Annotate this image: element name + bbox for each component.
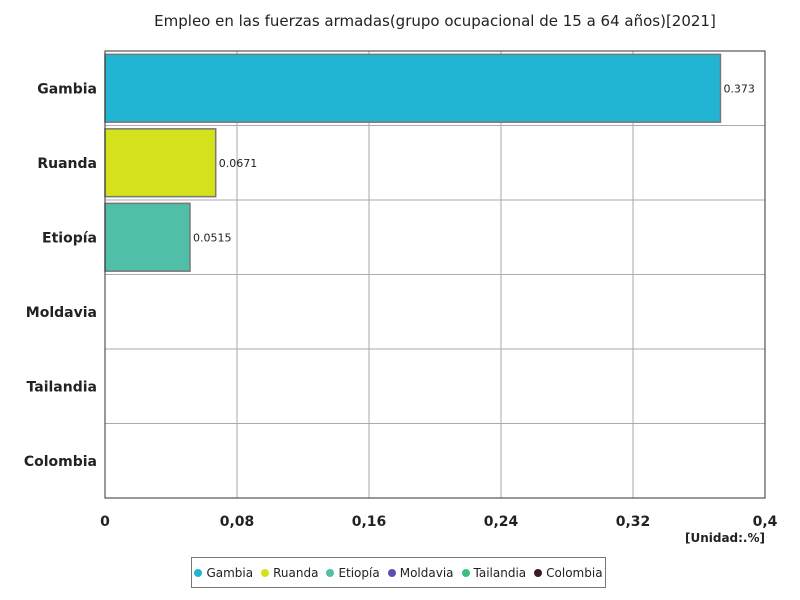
unit-label: [Unidad:.%] [685,531,765,545]
data-label: 0.373 [723,82,755,95]
x-tick-label: 0,24 [484,514,519,530]
legend-label: Colombia [546,565,603,580]
category-label: Colombia [24,454,97,470]
legend-item: Moldavia [387,565,454,580]
legend-item: Colombia [534,565,603,580]
legend-marker [387,568,396,577]
legend-marker [534,568,543,577]
legend-item: Ruanda [261,566,318,580]
legend: Gambia Ruanda Etiopía Moldavia Tailandia Colo… [191,557,606,588]
data-label: 0.0671 [219,157,258,170]
x-tick-label: 0,32 [616,514,651,530]
x-tick-label: 0,16 [352,514,387,530]
bar-gambia [104,53,722,123]
category-label: Moldavia [26,305,97,321]
legend-label: Tailandia [473,565,527,580]
legend-item: Tailandia [461,565,527,580]
category-label: Tailandia [27,379,97,395]
x-tick-label: 0 [100,514,110,530]
legend-marker [461,568,470,577]
x-tick-label: 0,08 [220,514,255,530]
chart-title: Empleo en las fuerzas armadas(grupo ocup… [154,12,716,30]
legend-label: Ruanda [273,565,319,580]
bar-etiopía [104,202,191,272]
category-label: Gambia [37,81,97,97]
data-label: 0.0515 [193,231,232,244]
legend-label: Moldavia [399,565,454,580]
legend-label: Etiopía [338,565,380,580]
x-tick-label: 0,4 [753,514,778,530]
legend-item: Gambia [194,566,253,580]
legend-label: Gambia [206,565,254,580]
legend-item: Etiopía [326,565,380,580]
legend-marker [194,568,203,577]
bar-ruanda [104,128,217,198]
category-label: Etiopía [42,230,97,246]
legend-marker [326,568,335,577]
plot-frame [104,50,766,499]
category-label: Ruanda [37,156,97,172]
legend-marker [261,568,270,577]
